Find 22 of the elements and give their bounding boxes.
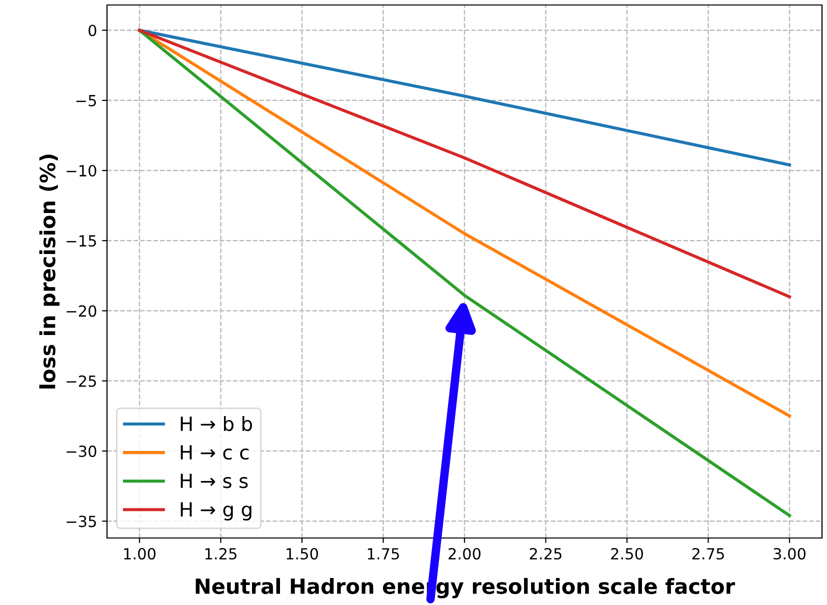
- legend-label: H → b b: [180, 416, 252, 432]
- x-tick-label: 2.75: [692, 548, 724, 560]
- x-tick-label: 2.25: [530, 548, 562, 560]
- x-tick-label: 2.00: [448, 548, 480, 560]
- x-tick-label: 1.00: [124, 548, 156, 560]
- legend-label: H → g g: [180, 502, 252, 520]
- y-tick-label: −15: [66, 235, 96, 247]
- y-tick-label: −20: [66, 305, 96, 317]
- x-tick-label: 3.00: [774, 548, 806, 560]
- legend-label: H → c c: [180, 445, 249, 460]
- y-tick-label: −25: [66, 375, 96, 387]
- x-tick-label: 1.75: [368, 548, 399, 560]
- y-tick-label: 0: [88, 24, 96, 36]
- y-tick-label: −10: [66, 164, 96, 177]
- y-tick-label: −30: [66, 446, 96, 458]
- legend-label: H → s s: [180, 474, 248, 488]
- x-tick-label: 2.50: [611, 548, 643, 560]
- y-axis-title: loss in precision (%): [39, 154, 60, 388]
- x-tick-label: 1.25: [205, 548, 236, 560]
- x-tick-label: 1.50: [286, 548, 318, 560]
- y-tick-label: −35: [66, 516, 96, 528]
- y-tick-label: −5: [76, 95, 96, 106]
